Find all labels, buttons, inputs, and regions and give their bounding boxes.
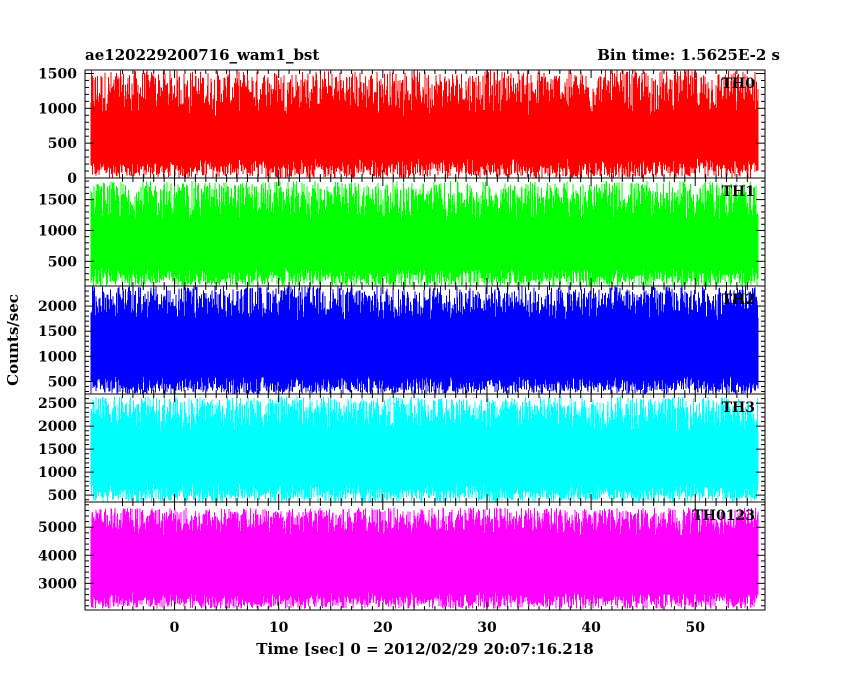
series-th1	[90, 181, 759, 286]
panel-th1: 500 1000 1500 TH1	[38, 177, 766, 287]
panel-label: TH3	[722, 400, 755, 416]
x-tick-label: 40	[581, 620, 601, 636]
y-tick-label: 4000	[38, 548, 77, 564]
series-th0	[90, 70, 759, 178]
y-axis-title: Counts/sec	[4, 294, 22, 386]
y-tick-label: 1500	[38, 66, 77, 82]
y-tick-label: 500	[48, 374, 77, 390]
panel-th0: 0 500 1000 1500 TH0	[38, 66, 766, 187]
y-tick-label: 2000	[38, 419, 77, 435]
panels-group: 0 500 1000 1500 TH0 500 1000 1500 TH1 500 1000 1500…	[38, 66, 766, 611]
chart-title-right: Bin time: 1.5625E-2 s	[597, 46, 780, 64]
y-tick-label: 0	[67, 171, 77, 187]
y-tick-label: 500	[48, 488, 77, 504]
y-tick-label: 2500	[38, 396, 77, 412]
panel-label: TH0	[722, 76, 756, 92]
x-tick-label: 50	[685, 620, 705, 636]
x-axis-title: Time [sec] 0 = 2012/02/29 20:07:16.218	[256, 640, 593, 658]
y-tick-label: 1000	[38, 223, 77, 239]
y-tick-label: 500	[48, 254, 77, 270]
panel-th2: 500 1000 1500 2000 TH2	[38, 285, 766, 395]
panel-frame	[84, 501, 766, 611]
panel-label: TH2	[722, 292, 755, 308]
panel-label: TH0123	[692, 508, 755, 524]
x-axis: 0 10 20 30 40 50	[170, 620, 706, 636]
y-tick-label: 1000	[38, 101, 77, 117]
y-tick-label: 5000	[38, 520, 77, 536]
y-tick-label: 1500	[38, 324, 77, 340]
chart-title-left: ae120229200716_wam1_bst	[85, 46, 319, 64]
y-tick-label: 1000	[38, 465, 77, 481]
series-th3	[90, 396, 759, 502]
y-tick-label: 2000	[38, 299, 77, 315]
panel-th3: 500 1000 1500 2000 2500 TH3	[38, 393, 766, 504]
panel-label: TH1	[722, 184, 755, 200]
x-tick-label: 20	[373, 620, 393, 636]
x-tick-label: 30	[477, 620, 497, 636]
y-tick-label: 500	[48, 136, 77, 152]
y-tick-label: 1500	[38, 193, 77, 209]
x-tick-label: 0	[170, 620, 180, 636]
series-th2	[90, 286, 759, 394]
series-th0123	[90, 507, 759, 609]
x-tick-label: 10	[269, 620, 289, 636]
y-tick-label: 1500	[38, 442, 77, 458]
y-tick-label: 3000	[38, 576, 77, 592]
panel-th0123: 3000 4000 5000 TH0123	[38, 501, 766, 611]
y-tick-label: 1000	[38, 349, 77, 365]
